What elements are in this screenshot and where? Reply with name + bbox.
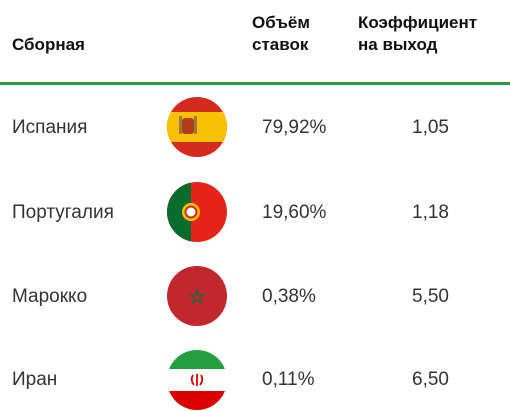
volume: 19,60%: [262, 202, 327, 223]
odds: 5,50: [412, 286, 449, 307]
flag-iran: [167, 350, 227, 410]
header-rule: [0, 82, 510, 85]
header-team: Сборная: [12, 35, 85, 54]
team: Испания: [12, 117, 88, 138]
odds: 1,18: [412, 202, 449, 223]
volume: 0,11%: [262, 369, 315, 390]
volume: 0,38%: [262, 286, 316, 307]
team: Марокко: [12, 286, 88, 307]
flag-morocco: [167, 266, 227, 326]
header-volume: Объём ставок: [252, 13, 310, 54]
team: Португалия: [12, 202, 114, 223]
header-odds: Коэффициент на выход: [358, 13, 478, 54]
odds: 1,05: [412, 117, 449, 138]
flag-spain: [167, 97, 227, 157]
odds: 6,50: [412, 369, 449, 390]
flag-portugal: [167, 182, 227, 242]
volume: 79,92%: [262, 117, 327, 138]
team: Иран: [12, 369, 58, 390]
